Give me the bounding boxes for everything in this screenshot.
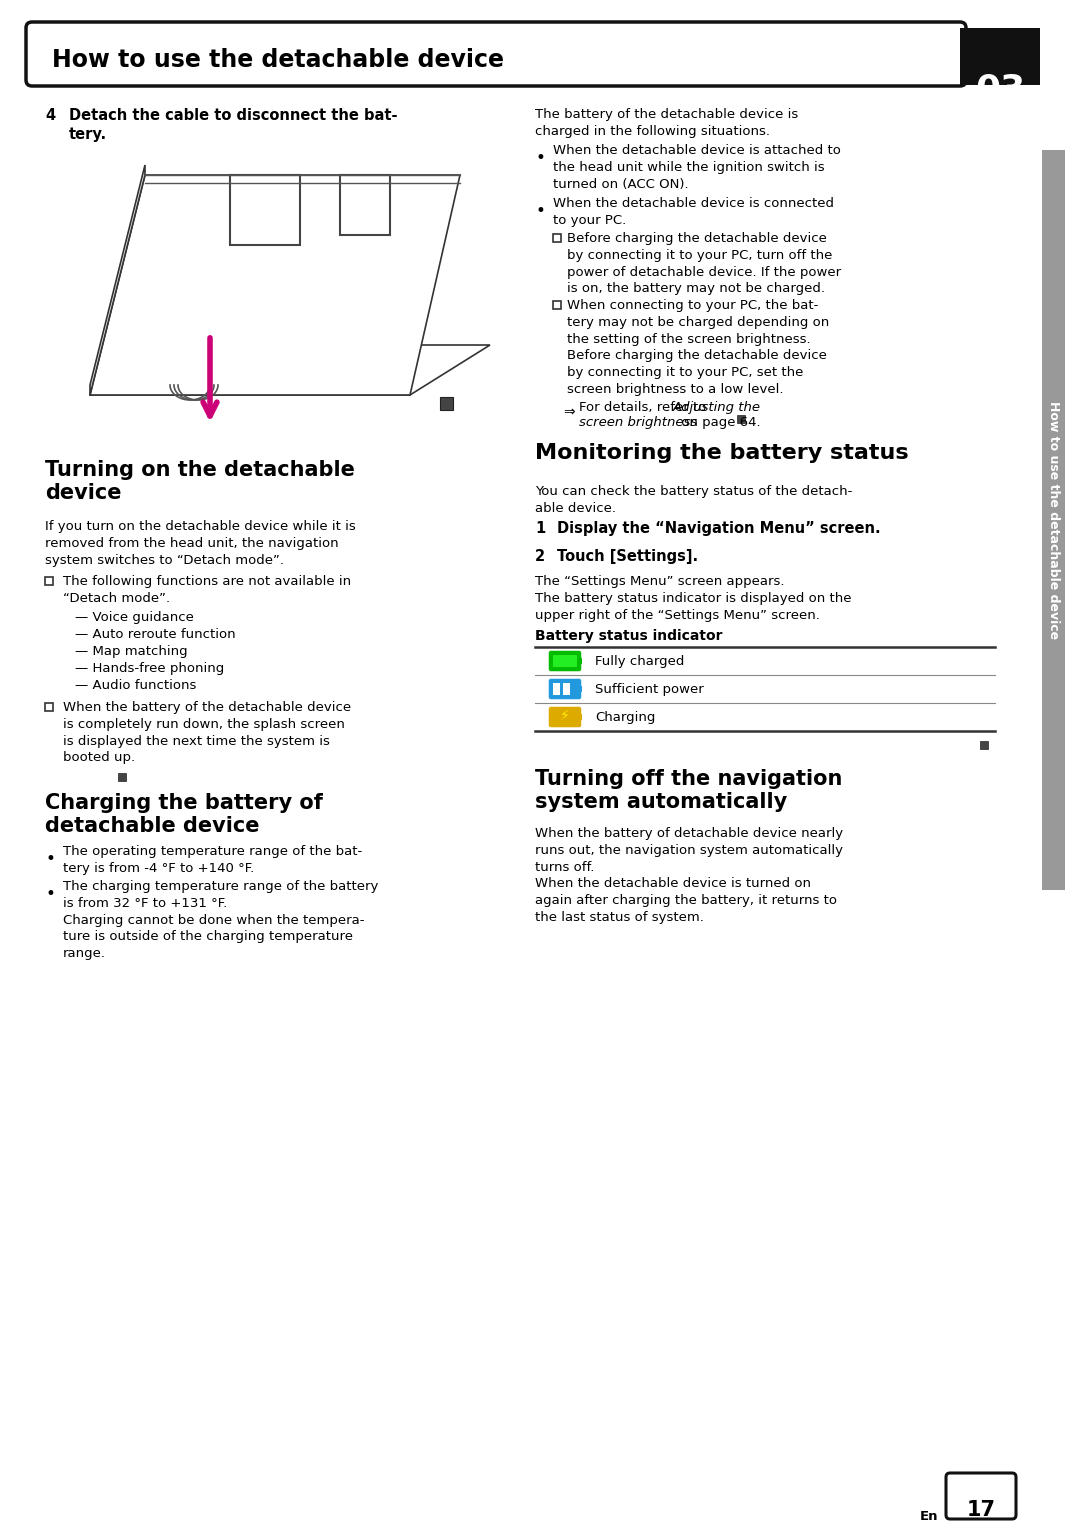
Bar: [440, 398, 453, 410]
Text: — Map matching: — Map matching: [75, 645, 188, 657]
Bar: [45, 703, 53, 711]
Bar: [579, 687, 582, 693]
Text: 17: 17: [967, 1500, 996, 1520]
Text: •: •: [45, 850, 55, 868]
Text: The following functions are not available in
“Detach mode”.: The following functions are not availabl…: [63, 575, 351, 605]
Text: •: •: [535, 148, 545, 167]
Bar: [737, 414, 745, 424]
Text: 03: 03: [975, 72, 1025, 106]
Text: When the detachable device is connected
to your PC.: When the detachable device is connected …: [553, 197, 834, 226]
Text: When the battery of detachable device nearly
runs out, the navigation system aut: When the battery of detachable device ne…: [535, 827, 843, 924]
Text: En: En: [920, 1511, 939, 1523]
Text: Detach the cable to disconnect the bat-
tery.: Detach the cable to disconnect the bat- …: [69, 109, 397, 142]
Polygon shape: [90, 174, 460, 394]
FancyBboxPatch shape: [340, 174, 390, 235]
Text: If you turn on the detachable device while it is
removed from the head unit, the: If you turn on the detachable device whi…: [45, 520, 355, 567]
Text: How to use the detachable device: How to use the detachable device: [52, 47, 504, 72]
Text: For details, refer to: For details, refer to: [579, 401, 713, 414]
Text: — Audio functions: — Audio functions: [75, 679, 197, 693]
Text: ⇒: ⇒: [563, 405, 575, 419]
FancyBboxPatch shape: [550, 680, 580, 699]
Text: The operating temperature range of the bat-
tery is from -4 °F to +140 °F.: The operating temperature range of the b…: [63, 846, 362, 875]
Bar: [960, 28, 1040, 86]
Bar: [553, 683, 561, 696]
Text: The “Settings Menu” screen appears.
The battery status indicator is displayed on: The “Settings Menu” screen appears. The …: [535, 575, 851, 622]
Text: — Auto reroute function: — Auto reroute function: [75, 628, 235, 641]
Text: When connecting to your PC, the bat-
tery may not be charged depending on
the se: When connecting to your PC, the bat- ter…: [567, 300, 829, 396]
Text: on page 64.: on page 64.: [677, 416, 760, 430]
Text: Fully charged: Fully charged: [595, 654, 685, 668]
Bar: [553, 301, 561, 309]
Text: Turning off the navigation
system automatically: Turning off the navigation system automa…: [535, 769, 842, 812]
Text: The charging temperature range of the battery
is from 32 °F to +131 °F.
Charging: The charging temperature range of the ba…: [63, 881, 378, 960]
Text: — Hands-free phoning: — Hands-free phoning: [75, 662, 225, 674]
Text: Touch [Settings].: Touch [Settings].: [557, 549, 698, 564]
Text: Sufficient power: Sufficient power: [595, 683, 704, 696]
Text: You can check the battery status of the detach-
able device.: You can check the battery status of the …: [535, 485, 852, 515]
Text: Battery status indicator: Battery status indicator: [535, 628, 723, 644]
Text: Adjusting the: Adjusting the: [673, 401, 761, 414]
Bar: [980, 742, 988, 749]
FancyBboxPatch shape: [550, 708, 580, 726]
Text: •: •: [535, 202, 545, 220]
Bar: [579, 714, 582, 720]
Bar: [1042, 150, 1065, 890]
Text: Chapter: Chapter: [975, 31, 1025, 40]
FancyBboxPatch shape: [230, 174, 300, 245]
Bar: [563, 683, 570, 696]
FancyBboxPatch shape: [26, 21, 966, 86]
FancyBboxPatch shape: [550, 651, 580, 670]
Text: — Voice guidance: — Voice guidance: [75, 612, 194, 624]
Text: •: •: [45, 885, 55, 904]
Text: Charging: Charging: [595, 711, 656, 725]
Bar: [553, 234, 561, 242]
Text: Display the “Navigation Menu” screen.: Display the “Navigation Menu” screen.: [557, 521, 880, 537]
Text: When the battery of the detachable device
is completely run down, the splash scr: When the battery of the detachable devic…: [63, 700, 351, 764]
Text: ⚡: ⚡: [561, 709, 570, 723]
Text: Before charging the detachable device
by connecting it to your PC, turn off the
: Before charging the detachable device by…: [567, 232, 841, 295]
Bar: [118, 774, 126, 781]
Text: Monitoring the battery status: Monitoring the battery status: [535, 443, 908, 463]
Text: The battery of the detachable device is
charged in the following situations.: The battery of the detachable device is …: [535, 109, 798, 138]
Polygon shape: [90, 346, 490, 394]
Text: 1: 1: [535, 521, 545, 537]
Text: 4: 4: [45, 109, 55, 122]
Text: screen brightness: screen brightness: [579, 416, 698, 430]
Polygon shape: [90, 165, 145, 394]
Text: When the detachable device is attached to
the head unit while the ignition switc: When the detachable device is attached t…: [553, 144, 841, 191]
Bar: [553, 654, 577, 667]
Bar: [45, 576, 53, 586]
Text: 2: 2: [535, 549, 545, 564]
Text: How to use the detachable device: How to use the detachable device: [1047, 401, 1059, 639]
Text: Turning on the detachable
device: Turning on the detachable device: [45, 460, 355, 503]
Bar: [579, 657, 582, 664]
Text: Charging the battery of
detachable device: Charging the battery of detachable devic…: [45, 794, 323, 836]
FancyBboxPatch shape: [946, 1472, 1016, 1518]
